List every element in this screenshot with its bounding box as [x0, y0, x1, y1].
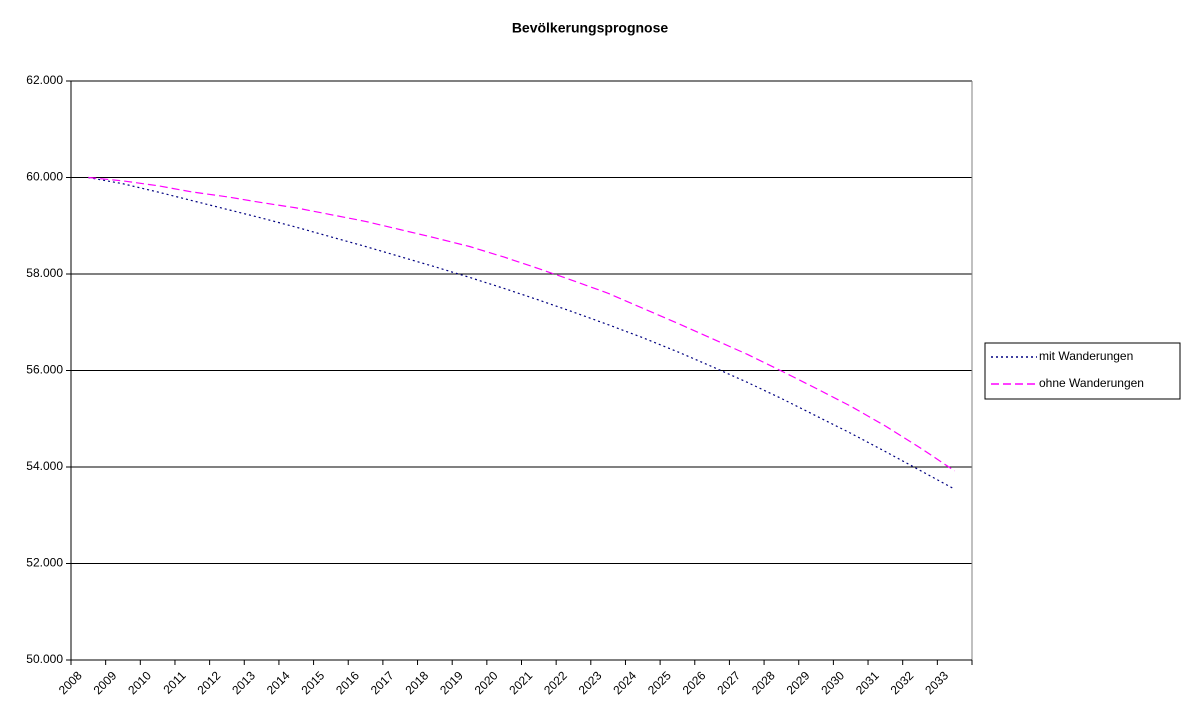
- x-tick-label: 2018: [402, 668, 431, 697]
- y-tick-label: 52.000: [26, 556, 63, 570]
- legend-box: [984, 342, 1181, 400]
- y-tick-label: 62.000: [26, 73, 63, 87]
- x-tick-label: 2026: [680, 668, 709, 697]
- y-tick-label: 54.000: [26, 459, 63, 473]
- x-tick-label: 2015: [298, 668, 327, 697]
- x-tick-label: 2031: [853, 668, 882, 697]
- x-tick-label: 2010: [125, 668, 154, 697]
- y-tick-label: 56.000: [26, 363, 63, 377]
- series-line: [88, 176, 955, 490]
- x-tick-label: 2014: [264, 668, 293, 697]
- x-tick-label: 2027: [714, 668, 743, 697]
- x-tick-label: 2029: [784, 668, 813, 697]
- x-tick-label: 2011: [161, 668, 189, 696]
- x-tick-label: 2033: [922, 668, 951, 697]
- x-tick-label: 2012: [195, 668, 224, 697]
- x-tick-label: 2013: [229, 668, 258, 697]
- x-tick-label: 2028: [749, 668, 778, 697]
- x-tick-label: 2008: [56, 668, 85, 697]
- x-tick-label: 2020: [472, 668, 501, 697]
- x-tick-label: 2017: [368, 668, 397, 697]
- x-tick-label: 2024: [610, 668, 639, 697]
- x-tick-label: 2009: [91, 668, 120, 697]
- series-line: [88, 176, 956, 472]
- x-tick-label: 2023: [576, 668, 605, 697]
- legend-label: mit Wanderungen: [1039, 349, 1133, 363]
- x-tick-label: 2021: [506, 668, 535, 697]
- legend-label: ohne Wanderungen: [1039, 376, 1144, 390]
- y-tick-label: 60.000: [26, 170, 63, 184]
- y-tick-label: 50.000: [26, 652, 63, 666]
- x-tick-label: 2032: [888, 668, 917, 697]
- y-tick-label: 58.000: [26, 266, 63, 280]
- chart-title: Bevölkerungsprognose: [512, 20, 669, 36]
- x-tick-label: 2016: [333, 668, 362, 697]
- x-tick-label: 2019: [437, 668, 466, 697]
- x-tick-label: 2030: [818, 668, 847, 697]
- x-tick-label: 2022: [541, 668, 570, 697]
- x-tick-label: 2025: [645, 668, 674, 697]
